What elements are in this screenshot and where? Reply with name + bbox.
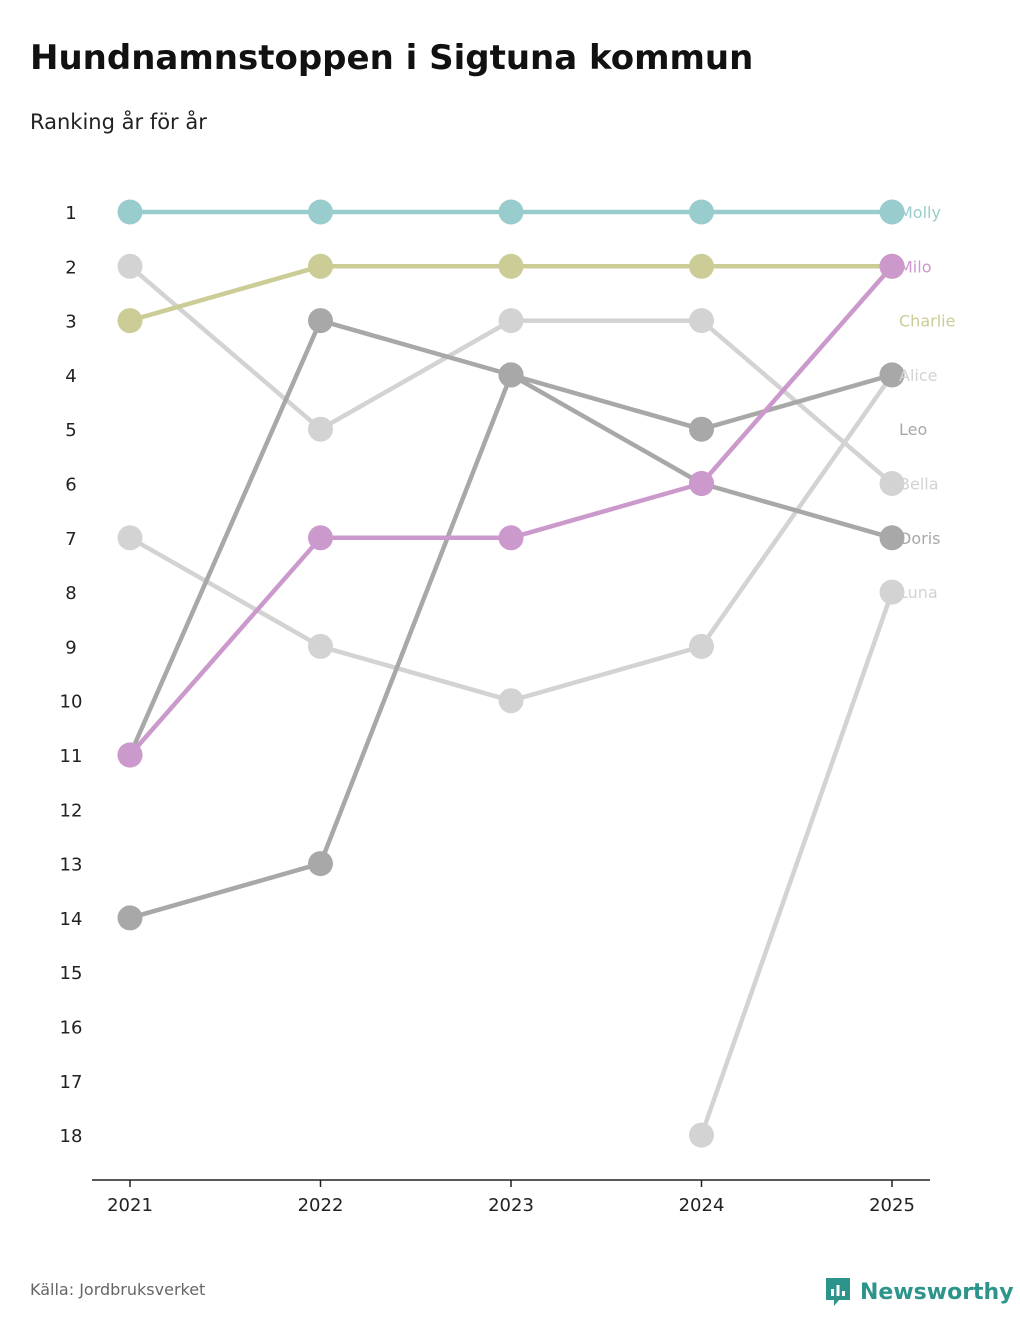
y-tick-label: 16 [60,1018,83,1039]
series-line-milo [127,264,895,758]
x-axis-ticks: 2021 2022 2023 2024 2025 [107,1180,915,1216]
series-line-luna [699,589,895,1138]
source-note: Källa: Jordbruksverket [30,1280,206,1299]
point-molly-2023 [498,199,524,225]
y-tick-label: 13 [60,855,83,876]
point-milo-2022 [308,525,333,551]
point-alice-2021 [117,525,143,551]
y-tick-label: 2 [65,257,76,278]
brand-name: Newsworthy [860,1279,1014,1305]
end-label-milo: Milo [899,257,931,276]
y-tick-label: 18 [60,1126,83,1147]
point-leo-2025 [879,362,905,388]
y-tick-label: 12 [60,800,83,821]
point-bella-2021 [117,253,143,279]
chart-title: Hundnamnstoppen i Sigtuna kommun [30,38,754,78]
point-doris-2023 [498,362,524,388]
chart-subtitle: Ranking år för år [30,110,207,134]
series-lines [127,209,895,1138]
y-tick-label: 7 [65,529,76,550]
point-leo-2021 [117,905,143,931]
point-leo-2024 [689,416,714,442]
y-tick-label: 14 [60,909,83,930]
point-alice-2022 [308,633,333,659]
point-doris-2022 [308,308,333,334]
y-tick-label: 11 [60,746,83,767]
y-tick-label: 6 [65,475,76,496]
end-label-molly: Molly [899,203,941,222]
point-leo-2022 [308,851,333,877]
point-bella-2022 [308,416,333,442]
point-bella-2025 [879,471,905,496]
series-points [117,199,905,1148]
point-bella-2024 [689,308,714,334]
point-charlie-2024 [689,253,714,279]
end-label-bella: Bella [899,475,939,494]
point-molly-2025 [879,199,905,225]
y-tick-label: 1 [65,203,76,224]
brand-logo: Newsworthy [824,1276,1014,1308]
end-label-charlie: Charlie [899,312,955,331]
point-charlie-2021 [117,308,143,334]
point-milo-2023 [498,525,524,551]
y-tick-label: 3 [65,312,76,333]
point-molly-2022 [308,199,333,225]
point-alice-2023 [498,688,524,714]
end-label-doris: Doris [899,529,940,548]
point-milo-2021 [117,742,143,768]
point-alice-2024 [689,633,714,659]
x-tick-label: 2025 [869,1195,915,1216]
point-luna-2025 [879,579,905,605]
point-bella-2023 [498,308,524,334]
point-luna-2024 [689,1122,714,1148]
y-tick-label: 8 [65,583,76,604]
point-molly-2024 [689,199,714,225]
point-charlie-2022 [308,253,333,279]
point-milo-2025 [879,253,905,279]
end-label-luna: Luna [899,583,938,602]
x-tick-label: 2021 [107,1195,153,1216]
end-label-leo: Leo [899,420,927,439]
point-doris-2025 [879,525,905,551]
point-charlie-2023 [498,253,524,279]
end-labels: Molly Milo Charlie Alice Leo Bella Doris Luna [899,203,955,602]
y-tick-label: 9 [65,637,76,658]
point-molly-2021 [117,199,143,225]
y-tick-label: 17 [60,1072,83,1093]
x-tick-label: 2024 [679,1195,725,1216]
end-label-alice: Alice [899,366,937,385]
point-milo-2024 [689,471,714,496]
y-tick-label: 10 [60,692,83,713]
y-tick-label: 15 [60,963,83,984]
newsworthy-logo-icon [826,1278,850,1306]
y-tick-label: 4 [65,366,76,387]
x-tick-label: 2022 [298,1195,344,1216]
x-tick-label: 2023 [488,1195,534,1216]
series-line-leo [127,372,895,921]
y-tick-label: 5 [65,420,76,441]
